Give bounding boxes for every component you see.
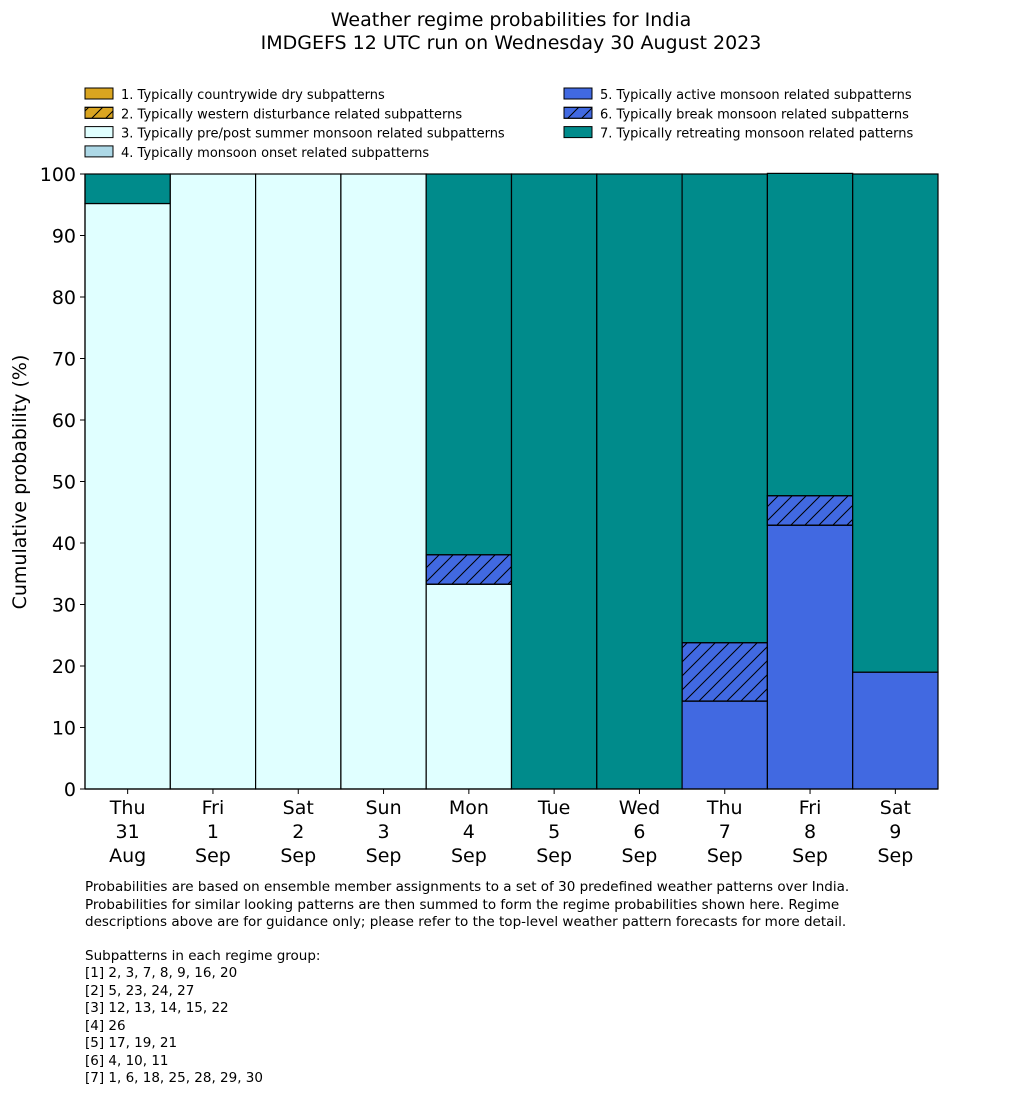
bar-segment-regime-3 xyxy=(425,583,513,790)
y-axis-label: Cumulative probability (%) xyxy=(9,355,31,610)
legend-label-regime-6: 6. Typically break monsoon related subpa… xyxy=(600,107,909,122)
legend-hatch-regime-2 xyxy=(84,106,114,119)
bar-segment-regime-5 xyxy=(852,671,939,790)
bar-segment-regime-5 xyxy=(681,700,768,790)
bar-segment-regime-7 xyxy=(596,173,683,790)
y-tick-label: 50 xyxy=(52,472,76,494)
legend-swatch-regime-1 xyxy=(84,87,114,100)
x-tick-label: Sat xyxy=(283,797,314,819)
group-line: [4] 26 xyxy=(85,1017,126,1034)
y-tick-label: 90 xyxy=(52,226,76,248)
x-tick-label: 2 xyxy=(292,821,304,843)
y-tick-label: 30 xyxy=(52,595,76,617)
bar-segment-regime-7 xyxy=(510,173,598,790)
x-tick-label: 31 xyxy=(116,821,140,843)
bar-segment-regime-3 xyxy=(340,173,427,790)
legend-hatch-regime-6 xyxy=(563,106,593,119)
chart-subtitle: IMDGEFS 12 UTC run on Wednesday 30 Augus… xyxy=(261,32,762,54)
axes: 0102030405060708090100Thu31AugFri1SepSat… xyxy=(40,164,938,867)
legend-label-regime-2: 2. Typically western disturbance related… xyxy=(121,107,462,122)
x-tick-label: Sep xyxy=(280,845,316,867)
legend-label-regime-4: 4. Typically monsoon onset related subpa… xyxy=(121,146,429,161)
x-tick-label: Thu xyxy=(109,797,146,819)
x-tick-label: Fri xyxy=(799,797,822,819)
x-tick-label: Sep xyxy=(195,845,231,867)
legend-swatch-regime-7 xyxy=(563,126,593,139)
bar-segment-regime-7 xyxy=(425,173,513,556)
group-line: [6] 4, 10, 11 xyxy=(85,1052,169,1069)
legend-label-regime-7: 7. Typically retreating monsoon related … xyxy=(600,127,913,142)
y-tick-label: 80 xyxy=(52,287,76,309)
x-tick-label: 9 xyxy=(889,821,901,843)
x-tick-label: 7 xyxy=(719,821,731,843)
x-tick-label: Sep xyxy=(536,845,572,867)
group-line: [7] 1, 6, 18, 25, 28, 29, 30 xyxy=(85,1070,263,1086)
group-line: [5] 17, 19, 21 xyxy=(85,1035,178,1051)
bar-segment-regime-7 xyxy=(852,173,939,673)
x-tick-label: Sun xyxy=(365,797,401,819)
x-tick-label: 6 xyxy=(633,821,645,843)
bar-hatch-regime-6 xyxy=(766,495,854,526)
bar-segment-regime-3 xyxy=(169,173,257,790)
notes-paragraph: Probabilities are based on ensemble memb… xyxy=(85,879,850,930)
x-tick-label: Sat xyxy=(880,797,911,819)
x-tick-label: Sep xyxy=(451,845,487,867)
x-tick-label: Sep xyxy=(366,845,402,867)
legend-label-regime-3: 3. Typically pre/post summer monsoon rel… xyxy=(121,127,505,142)
x-tick-label: Tue xyxy=(537,797,570,819)
x-tick-label: Aug xyxy=(109,845,146,867)
y-tick-label: 60 xyxy=(52,410,76,432)
bar-segment-regime-7 xyxy=(681,173,768,644)
group-line: [3] 12, 13, 14, 15, 22 xyxy=(85,1000,229,1016)
y-tick-label: 10 xyxy=(52,718,76,740)
x-tick-label: 1 xyxy=(207,821,219,843)
bar-segment-regime-3 xyxy=(84,202,171,790)
y-tick-label: 40 xyxy=(52,533,76,555)
bar-segment-regime-7 xyxy=(84,173,171,205)
bar-segment-regime-5 xyxy=(766,524,854,790)
y-tick-label: 0 xyxy=(64,779,76,801)
x-tick-label: Wed xyxy=(619,797,660,819)
x-tick-label: Fri xyxy=(202,797,225,819)
legend-swatch-regime-3 xyxy=(84,126,114,139)
x-tick-label: Sep xyxy=(877,845,913,867)
x-tick-label: 8 xyxy=(804,821,816,843)
chart-title: Weather regime probabilities for India xyxy=(331,9,692,31)
x-tick-label: Mon xyxy=(449,797,489,819)
x-tick-label: Sep xyxy=(707,845,743,867)
legend-swatch-regime-5 xyxy=(563,87,593,100)
x-tick-label: 5 xyxy=(548,821,560,843)
x-tick-label: Sep xyxy=(792,845,828,867)
x-tick-label: 4 xyxy=(463,821,475,843)
legend: 1. Typically countrywide dry subpatterns… xyxy=(84,87,913,161)
group-line: [2] 5, 23, 24, 27 xyxy=(85,982,195,999)
x-tick-label: Sep xyxy=(622,845,658,867)
x-tick-label: 3 xyxy=(378,821,390,843)
y-tick-label: 70 xyxy=(52,349,76,371)
groups-title: Subpatterns in each regime group: xyxy=(85,948,321,964)
y-tick-label: 20 xyxy=(52,656,76,678)
bar-hatch-regime-6 xyxy=(681,642,768,702)
bar-hatch-regime-6 xyxy=(425,554,513,585)
x-tick-label: Thu xyxy=(706,797,743,819)
legend-swatch-regime-4 xyxy=(84,145,114,158)
bar-segment-regime-7 xyxy=(766,172,854,497)
legend-label-regime-5: 5. Typically active monsoon related subp… xyxy=(600,88,912,103)
legend-label-regime-1: 1. Typically countrywide dry subpatterns xyxy=(121,88,385,103)
y-tick-label: 100 xyxy=(40,164,76,186)
groups-list: [1] 2, 3, 7, 8, 9, 16, 20 [2] 5, 23, 24, … xyxy=(85,965,263,1088)
bars xyxy=(84,172,939,790)
group-line: [1] 2, 3, 7, 8, 9, 16, 20 xyxy=(85,965,238,981)
bar-segment-regime-3 xyxy=(255,173,342,790)
